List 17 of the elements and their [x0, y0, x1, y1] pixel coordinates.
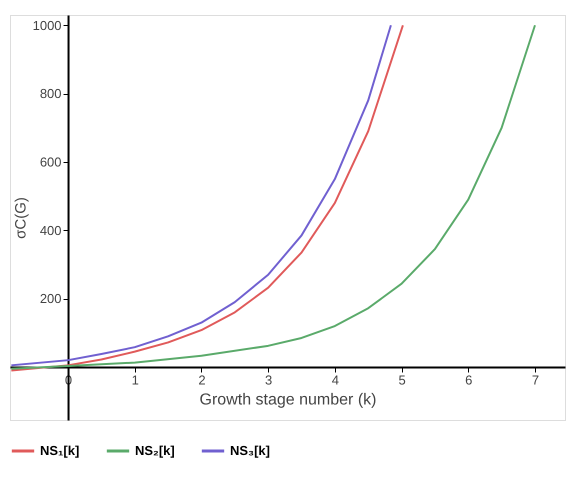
y-tick-label: 200 — [40, 291, 62, 306]
y-tick-label: 600 — [40, 154, 62, 170]
x-tick-label: 7 — [532, 372, 540, 388]
legend-label: NS₂[k] — [135, 443, 175, 458]
x-tick-label: 1 — [132, 372, 139, 388]
y-tick-label: 800 — [40, 86, 62, 102]
x-tick-label: 5 — [398, 372, 406, 388]
x-axis-title: Growth stage number (k) — [200, 392, 376, 409]
y-tick-label: 400 — [40, 222, 62, 238]
y-axis-title: σC(G) — [12, 197, 30, 239]
legend-label: NS₃[k] — [230, 443, 270, 458]
x-tick-label: 6 — [465, 372, 472, 388]
y-tick-label: 1000 — [32, 18, 62, 33]
legend-label: NS₁[k] — [40, 443, 80, 458]
x-tick-label: 4 — [332, 372, 339, 388]
x-tick-label: 3 — [265, 372, 272, 388]
x-tick-label: 2 — [198, 372, 206, 388]
